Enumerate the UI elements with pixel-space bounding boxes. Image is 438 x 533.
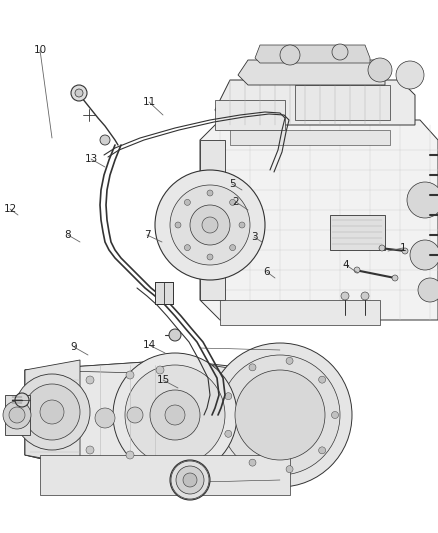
Circle shape xyxy=(354,267,360,273)
Circle shape xyxy=(249,459,256,466)
Polygon shape xyxy=(255,45,370,63)
Circle shape xyxy=(341,292,349,300)
Polygon shape xyxy=(25,360,310,490)
Circle shape xyxy=(71,85,87,101)
Circle shape xyxy=(170,185,250,265)
Circle shape xyxy=(184,245,191,251)
Circle shape xyxy=(14,374,90,450)
Circle shape xyxy=(410,240,438,270)
Circle shape xyxy=(392,275,398,281)
Circle shape xyxy=(175,222,181,228)
Circle shape xyxy=(318,447,325,454)
Circle shape xyxy=(407,182,438,218)
Circle shape xyxy=(208,343,352,487)
Text: 10: 10 xyxy=(33,45,46,55)
Circle shape xyxy=(225,430,232,437)
Circle shape xyxy=(207,254,213,260)
Polygon shape xyxy=(200,120,438,320)
Circle shape xyxy=(230,199,236,205)
Circle shape xyxy=(190,205,230,245)
Circle shape xyxy=(225,393,232,400)
Circle shape xyxy=(150,390,200,440)
Polygon shape xyxy=(25,360,310,490)
Circle shape xyxy=(368,58,392,82)
Circle shape xyxy=(100,135,110,145)
Circle shape xyxy=(183,473,197,487)
Circle shape xyxy=(165,405,185,425)
Circle shape xyxy=(239,222,245,228)
Circle shape xyxy=(332,44,348,60)
Circle shape xyxy=(184,199,191,205)
Circle shape xyxy=(113,353,237,477)
Circle shape xyxy=(156,366,164,374)
Text: 8: 8 xyxy=(65,230,71,240)
Circle shape xyxy=(155,170,265,280)
Polygon shape xyxy=(215,80,415,125)
Circle shape xyxy=(95,408,115,428)
Circle shape xyxy=(3,401,31,429)
Circle shape xyxy=(24,384,80,440)
Circle shape xyxy=(125,365,225,465)
Polygon shape xyxy=(25,360,80,465)
Circle shape xyxy=(207,190,213,196)
Polygon shape xyxy=(295,85,390,120)
Bar xyxy=(155,282,173,304)
Circle shape xyxy=(9,407,25,423)
Circle shape xyxy=(361,292,369,300)
Circle shape xyxy=(176,466,204,494)
Circle shape xyxy=(230,245,236,251)
Circle shape xyxy=(15,393,29,407)
Circle shape xyxy=(169,329,181,341)
Circle shape xyxy=(127,407,143,423)
Polygon shape xyxy=(5,395,30,435)
Bar xyxy=(330,215,385,250)
Text: 7: 7 xyxy=(144,230,150,240)
Text: 5: 5 xyxy=(229,179,235,189)
Circle shape xyxy=(170,460,210,500)
Circle shape xyxy=(126,451,134,459)
Circle shape xyxy=(280,45,300,65)
Polygon shape xyxy=(220,300,380,325)
Polygon shape xyxy=(230,130,390,145)
Circle shape xyxy=(418,278,438,302)
Circle shape xyxy=(396,61,424,89)
Circle shape xyxy=(249,364,256,371)
Polygon shape xyxy=(200,140,225,300)
Circle shape xyxy=(75,89,83,97)
Circle shape xyxy=(202,217,218,233)
Circle shape xyxy=(332,411,339,418)
Circle shape xyxy=(286,466,293,473)
Circle shape xyxy=(126,371,134,379)
Circle shape xyxy=(40,400,64,424)
Circle shape xyxy=(402,248,408,254)
Circle shape xyxy=(86,376,94,384)
Circle shape xyxy=(286,357,293,365)
Circle shape xyxy=(379,245,385,251)
Text: 3: 3 xyxy=(251,232,257,242)
Text: 6: 6 xyxy=(264,267,270,277)
Polygon shape xyxy=(40,455,290,495)
Text: 15: 15 xyxy=(156,375,170,385)
Circle shape xyxy=(235,370,325,460)
Circle shape xyxy=(318,376,325,383)
Text: 1: 1 xyxy=(400,243,406,253)
Text: 11: 11 xyxy=(142,97,155,107)
Circle shape xyxy=(86,446,94,454)
Text: 4: 4 xyxy=(343,260,350,270)
Polygon shape xyxy=(215,100,285,130)
Text: 13: 13 xyxy=(85,154,98,164)
Text: 9: 9 xyxy=(71,342,78,352)
Polygon shape xyxy=(238,60,385,85)
Text: 2: 2 xyxy=(233,197,239,207)
Text: 14: 14 xyxy=(142,340,155,350)
Text: 12: 12 xyxy=(4,204,17,214)
Circle shape xyxy=(220,355,340,475)
